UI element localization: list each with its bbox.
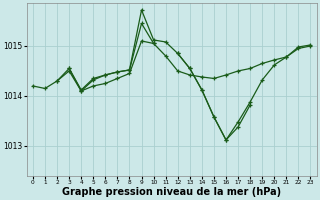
X-axis label: Graphe pression niveau de la mer (hPa): Graphe pression niveau de la mer (hPa) bbox=[62, 187, 281, 197]
